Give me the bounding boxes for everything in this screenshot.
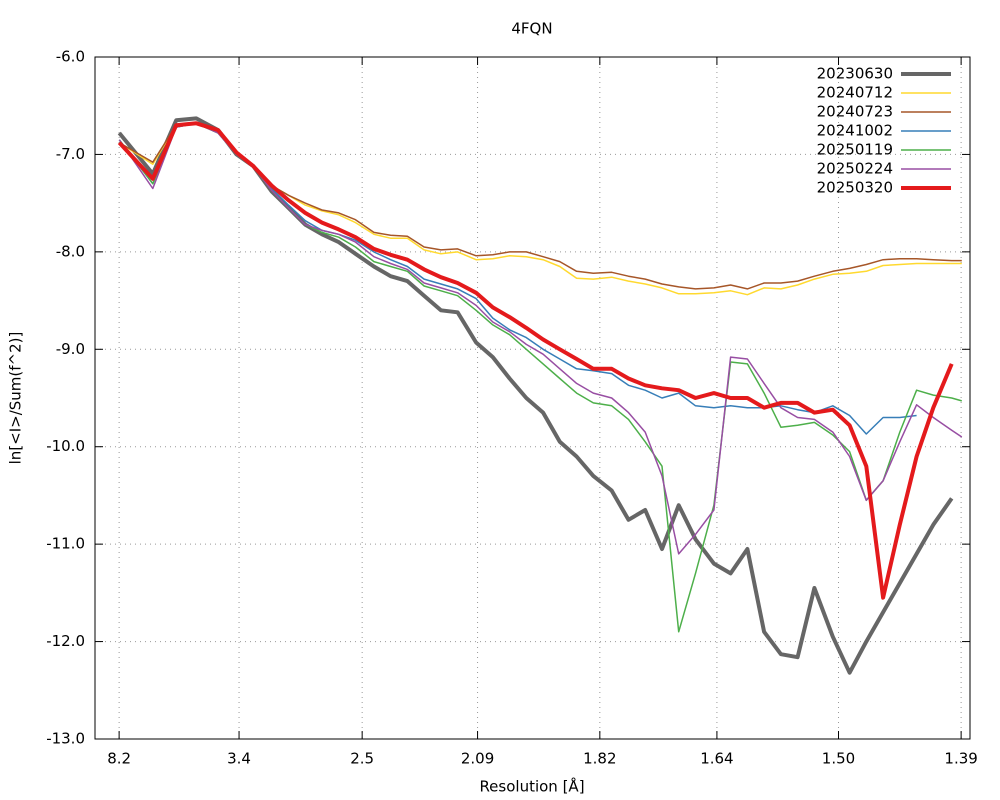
x-axis-label: Resolution [Å] xyxy=(479,777,584,796)
y-tick-label: -6.0 xyxy=(56,48,85,66)
legend-label: 20240723 xyxy=(817,103,893,121)
x-tick-label: 1.39 xyxy=(944,750,977,768)
x-tick-label: 1.82 xyxy=(583,750,616,768)
y-tick-label: -8.0 xyxy=(56,242,85,260)
x-tick-label: 8.2 xyxy=(107,750,131,768)
legend-label: 20240712 xyxy=(817,84,893,102)
data-line xyxy=(118,122,963,555)
x-tick-label: 3.4 xyxy=(227,750,251,768)
y-tick-label: -11.0 xyxy=(46,535,85,553)
y-tick-label: -7.0 xyxy=(56,145,85,163)
data-line xyxy=(117,121,954,600)
data-line xyxy=(118,122,962,290)
y-tick-label: -13.0 xyxy=(46,730,85,748)
chart-title: 4FQN xyxy=(511,20,552,38)
y-tick-label: -10.0 xyxy=(46,437,85,455)
data-line xyxy=(118,122,917,435)
y-axis-label: ln[<I>/Sum(f^2)] xyxy=(7,332,25,465)
legend-label: 20250224 xyxy=(817,160,893,178)
x-tick-label: 2.09 xyxy=(461,750,494,768)
data-line xyxy=(117,116,954,675)
legend-label: 20250119 xyxy=(817,141,893,159)
y-tick-label: -9.0 xyxy=(56,340,85,358)
x-tick-label: 1.64 xyxy=(700,750,733,768)
x-tick-label: 2.5 xyxy=(350,750,374,768)
data-line xyxy=(118,122,963,633)
x-tick-label: 1.50 xyxy=(822,750,855,768)
legend-label: 20250320 xyxy=(817,179,893,197)
legend-label: 20241002 xyxy=(817,122,893,140)
y-tick-label: -12.0 xyxy=(46,632,85,650)
legend-label: 20230630 xyxy=(817,65,893,83)
plot-frame xyxy=(94,56,971,740)
